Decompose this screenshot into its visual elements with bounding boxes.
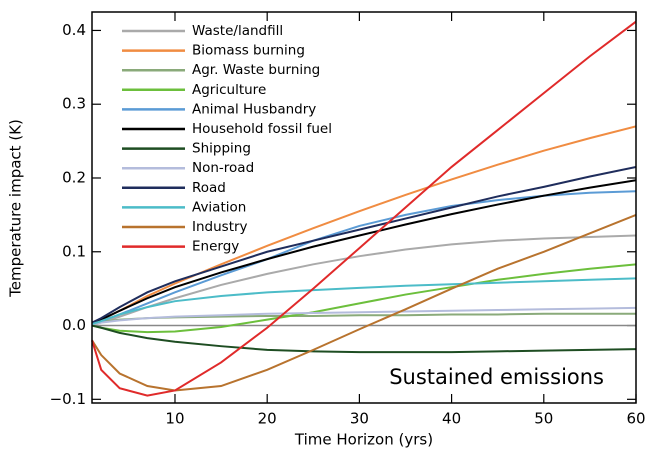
y-tick-label: 0.0 xyxy=(62,316,86,334)
legend-label: Animal Husbandry xyxy=(192,101,316,117)
x-tick-label: 10 xyxy=(165,410,184,428)
series-line xyxy=(91,312,636,326)
series-line xyxy=(91,190,637,326)
x-tick-label: 40 xyxy=(442,410,461,428)
legend-label: Road xyxy=(192,180,226,196)
legend-label: Aviation xyxy=(192,199,246,215)
legend-label: Agr. Waste burning xyxy=(192,62,320,78)
x-axis-label: Time Horizon (yrs) xyxy=(294,431,433,449)
y-tick-label: 0.4 xyxy=(62,21,86,39)
y-tick-label: 0.1 xyxy=(62,242,86,260)
annotation: Sustained emissions xyxy=(389,365,604,389)
x-tick-label: 20 xyxy=(258,410,277,428)
legend-label: Energy xyxy=(192,239,239,255)
legend-label: Biomass burning xyxy=(192,43,305,59)
legend-label: Non-road xyxy=(192,160,254,176)
legend-label: Shipping xyxy=(192,141,251,157)
series-line xyxy=(91,179,637,325)
y-tick-label: −0.1 xyxy=(50,390,86,408)
series-line xyxy=(91,324,637,354)
series-line xyxy=(91,165,637,324)
series-line xyxy=(91,234,637,326)
y-axis-label: Temperature impact (K) xyxy=(7,119,25,298)
x-tick-label: 50 xyxy=(534,410,553,428)
legend-label: Household fossil fuel xyxy=(192,121,332,137)
legend-label: Industry xyxy=(192,219,248,235)
legend-label: Agriculture xyxy=(192,82,266,98)
plot-frame xyxy=(91,11,637,404)
y-tick-label: 0.3 xyxy=(62,95,86,113)
series-line xyxy=(91,213,637,392)
series-line xyxy=(91,306,637,326)
legend-label: Waste/landfill xyxy=(192,23,283,39)
x-tick-label: 30 xyxy=(350,410,369,428)
x-tick-label: 60 xyxy=(626,410,645,428)
y-tick-label: 0.2 xyxy=(62,168,86,186)
series-line xyxy=(91,20,637,397)
series-line xyxy=(91,277,637,326)
